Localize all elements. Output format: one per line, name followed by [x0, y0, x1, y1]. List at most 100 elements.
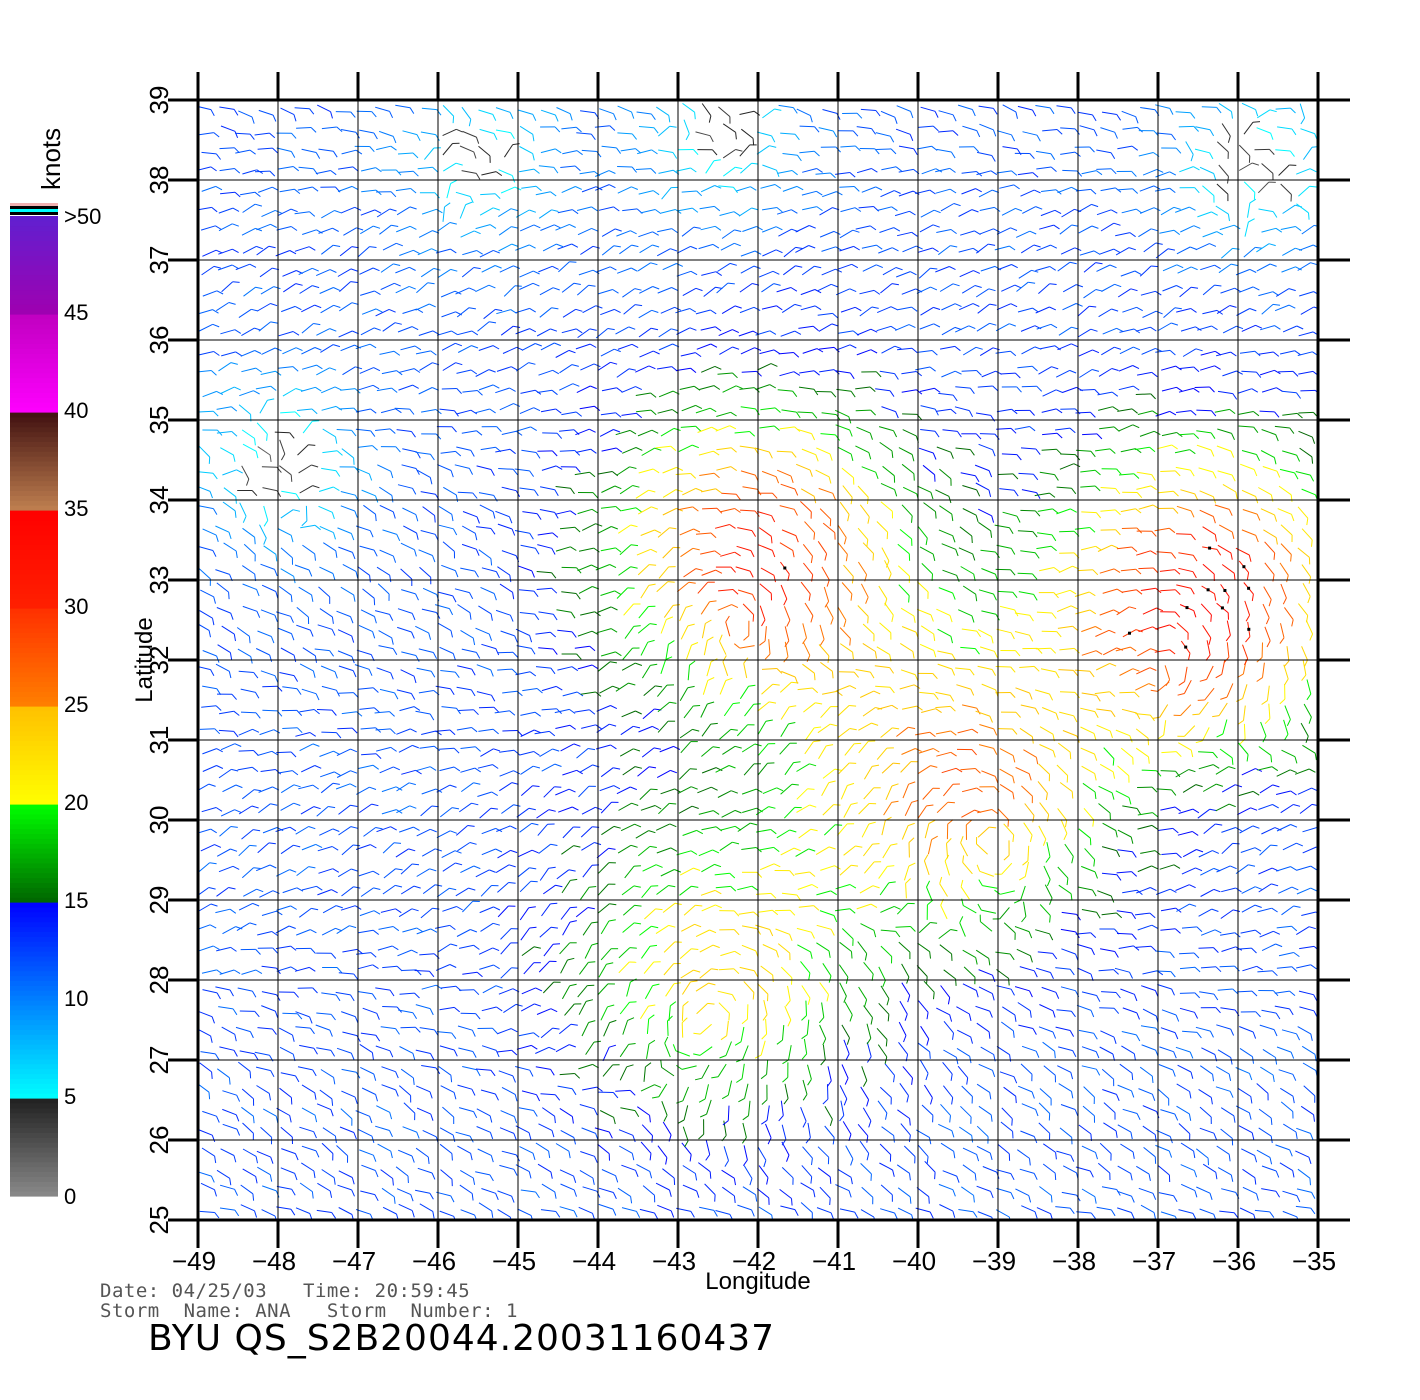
- wind-barb: [1299, 447, 1314, 464]
- colorbar-tick-label: 45: [64, 300, 88, 325]
- wind-barb: [421, 1065, 441, 1075]
- wind-barb: [497, 1190, 515, 1203]
- wind-barb: [577, 564, 598, 572]
- wind-barb: [478, 384, 500, 391]
- wind-barb: [216, 607, 234, 620]
- wind-barb: [1003, 840, 1010, 861]
- wind-barb: [1137, 865, 1159, 873]
- wind-barb: [1055, 427, 1076, 434]
- colorbar-segment: [10, 363, 58, 369]
- wind-barb: [1122, 805, 1142, 815]
- wind-barb: [560, 1129, 576, 1145]
- wind-barb: [520, 1189, 540, 1199]
- wind-barb: [979, 914, 993, 932]
- wind-barb: [1220, 1107, 1236, 1123]
- wind-barb: [319, 608, 334, 624]
- colorbar-segment: [10, 505, 58, 511]
- wind-barb: [1262, 1048, 1278, 1065]
- wind-barb: [1055, 967, 1075, 976]
- wind-barb: [782, 1062, 789, 1083]
- wind-barb: [1099, 248, 1121, 255]
- wind-barb: [1019, 1168, 1038, 1180]
- wind-barb: [1117, 188, 1139, 194]
- wind-barb: [262, 685, 283, 692]
- wind-barb: [1038, 592, 1059, 599]
- wind-barb: [815, 846, 836, 856]
- y-tick-label: 27: [144, 1046, 174, 1075]
- wind-barb: [1283, 719, 1289, 741]
- wind-barb: [280, 647, 297, 663]
- colorbar-segment: [10, 911, 58, 918]
- wind-barb: [1261, 387, 1283, 393]
- wind-barb: [857, 485, 869, 505]
- wind-barb: [357, 991, 377, 1000]
- colorbar-segment: [10, 1122, 58, 1128]
- colorbar-segment: [10, 539, 58, 545]
- wind-barb: [1178, 125, 1199, 132]
- wind-barb: [1137, 824, 1159, 830]
- wind-barb: [1240, 1011, 1261, 1018]
- wind-barb: [1215, 1066, 1232, 1081]
- wind-barb: [519, 407, 541, 415]
- wind-barb: [320, 782, 340, 794]
- wind-barb: [519, 125, 535, 142]
- wind-barb: [459, 145, 477, 159]
- wind-barb: [497, 1208, 512, 1220]
- wind-barb: [418, 690, 440, 696]
- wind-barb: [1074, 591, 1096, 597]
- wind-barb: [679, 528, 701, 536]
- wind-barb: [783, 606, 791, 627]
- wind-barb: [381, 370, 403, 376]
- wind-barb: [242, 1148, 258, 1164]
- wind-barb: [1162, 264, 1184, 272]
- wind-barb: [715, 566, 736, 573]
- wind-barb: [817, 723, 838, 734]
- wind-barb: [835, 884, 857, 890]
- wind-barb: [1280, 1087, 1295, 1104]
- wind-barb: [558, 806, 579, 813]
- wind-barb: [361, 189, 382, 196]
- wind-barb: [460, 865, 481, 874]
- wind-barb: [475, 369, 496, 377]
- wind-barb: [980, 1046, 996, 1062]
- wind-barb: [1095, 448, 1116, 454]
- wind-barb: [897, 1207, 914, 1220]
- x-tick-label: −47: [332, 1246, 376, 1276]
- wind-barb: [804, 602, 814, 623]
- wind-barb: [822, 690, 843, 696]
- date-label: Date:: [100, 1280, 160, 1302]
- wind-barb: [783, 1083, 789, 1105]
- wind-barb: [255, 1066, 275, 1078]
- wind-barb: [339, 281, 358, 292]
- wind-barb: [999, 748, 1016, 763]
- wind-barb: [723, 702, 740, 717]
- wind-barb: [1215, 766, 1236, 775]
- wind-barb: [478, 728, 499, 735]
- wind-barb: [693, 1023, 712, 1035]
- wind-barb: [837, 263, 859, 270]
- wind-barb: [275, 250, 297, 257]
- wind-barb: [1156, 1129, 1173, 1144]
- wind-barb: [996, 544, 1016, 555]
- wind-barb: [1098, 785, 1115, 800]
- wind-barb: [443, 162, 463, 172]
- wind-barb: [657, 228, 678, 234]
- wind-barb: [680, 741, 698, 754]
- wind-barb: [596, 847, 616, 859]
- wind-barb: [1178, 567, 1197, 579]
- wind-barb: [442, 862, 463, 872]
- wind-barb: [618, 947, 637, 959]
- wind-barb: [600, 801, 619, 814]
- wind-barb: [656, 366, 678, 372]
- wind-barb: [215, 525, 232, 540]
- wind-barb: [216, 848, 238, 857]
- wind-barb: [759, 583, 772, 601]
- wind-barb: [875, 388, 895, 397]
- wind-barb: [363, 827, 383, 837]
- wind-barb: [696, 343, 718, 350]
- wind-barb: [982, 1166, 1000, 1179]
- colorbar-segment: [10, 985, 58, 991]
- wind-barb: [537, 823, 555, 836]
- wind-barb: [1236, 947, 1257, 954]
- wind-barb: [600, 547, 622, 553]
